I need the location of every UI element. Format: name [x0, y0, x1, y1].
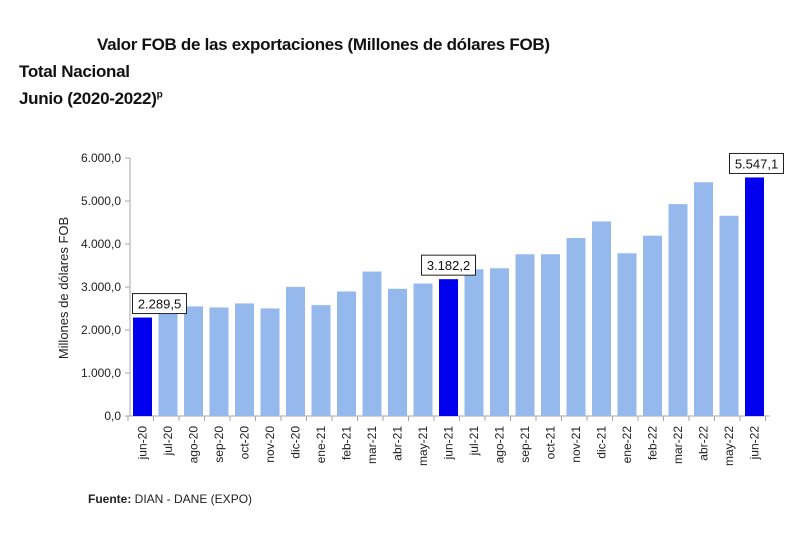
x-tick-label: sep-21 — [518, 426, 532, 463]
x-tick-label: oct-21 — [544, 426, 558, 460]
bar-feb-22 — [643, 235, 662, 416]
data-label-box — [729, 152, 784, 174]
y-tick-label: 4.000,0 — [81, 237, 121, 251]
x-tick-label: may-21 — [416, 426, 430, 466]
x-tick-label: ene-22 — [620, 426, 634, 464]
source-note: Fuente: DIAN - DANE (EXPO) — [88, 492, 252, 506]
y-axis: 0,0 1.000,0 2.000,0 3.000,0 4.000,0 5.000,0 6.… — [81, 151, 131, 423]
x-tick-label: nov-21 — [569, 426, 583, 463]
data-label-text: 5.547,1 — [735, 156, 778, 171]
bar-dic-20 — [286, 286, 305, 416]
period-text: Junio (2020-2022) — [19, 89, 157, 108]
bar-nov-20 — [260, 308, 280, 416]
data-label-box — [421, 254, 476, 276]
x-tick-label: may-22 — [722, 426, 736, 466]
x-tick-label: ago-21 — [493, 426, 507, 464]
x-tick-label: abr-22 — [697, 426, 711, 461]
data-label-jun-22: 5.547,1 — [729, 152, 784, 174]
x-tick-label: mar-22 — [671, 426, 685, 464]
bar-sep-20 — [209, 307, 229, 416]
x-tick-label: dic-21 — [595, 426, 609, 459]
x-tick-label: sep-20 — [212, 426, 226, 463]
bar-ago-21 — [490, 268, 509, 416]
data-label-text: 2.289,5 — [138, 297, 181, 312]
chart-title: Valor FOB de las exportaciones (Millones… — [97, 35, 550, 54]
y-tick-label: 0,0 — [104, 409, 121, 423]
source-label: Fuente: — [88, 492, 132, 506]
bar-jun-21 — [439, 279, 458, 416]
x-tick-label: jun-22 — [748, 426, 762, 461]
x-axis: jun-20 jul-20 ago-20 sep-20 oct-20 nov-20 dic-… — [127, 415, 770, 466]
bar-may-22 — [719, 215, 739, 416]
x-tick-label: jul-20 — [161, 426, 175, 457]
bars — [133, 177, 764, 416]
y-tick-label: 6.000,0 — [81, 151, 121, 165]
x-tick-label: nov-20 — [263, 426, 277, 463]
data-label-text: 3.182,2 — [427, 258, 470, 273]
bar-ene-22 — [617, 253, 637, 416]
x-tick-label: jul-21 — [467, 426, 481, 457]
source-text: DIAN - DANE (EXPO) — [131, 492, 253, 506]
y-tick-label: 5.000,0 — [81, 194, 121, 208]
y-tick-label: 1.000,0 — [81, 366, 121, 380]
x-tick-label: feb-21 — [340, 426, 354, 460]
bar-ago-20 — [184, 306, 203, 416]
y-tick-label: 3.000,0 — [81, 280, 121, 294]
x-tick-label: mar-21 — [365, 426, 379, 464]
bar-abr-21 — [388, 288, 407, 416]
x-tick-label: feb-22 — [646, 426, 660, 460]
data-label-jun-21: 3.182,2 — [421, 254, 476, 276]
x-tick-label: dic-20 — [289, 426, 303, 459]
x-tick-label: oct-20 — [238, 426, 252, 460]
bar-ene-21 — [311, 305, 331, 416]
x-tick-label: jun-21 — [442, 426, 456, 461]
bar-oct-20 — [235, 303, 254, 416]
bar-oct-21 — [541, 254, 560, 416]
bar-dic-21 — [592, 221, 611, 416]
bar-mar-22 — [668, 204, 688, 416]
x-tick-label: abr-21 — [391, 426, 405, 461]
chart-period: Junio (2020-2022)p — [19, 89, 163, 109]
bar-mar-21 — [362, 271, 382, 416]
period-superscript: p — [156, 89, 163, 101]
bar-jul-21 — [464, 269, 484, 416]
bar-nov-21 — [566, 238, 586, 416]
bar-jun-20 — [133, 317, 152, 416]
chart-subtitle: Total Nacional — [19, 62, 130, 81]
data-label-jun-20: 2.289,5 — [132, 293, 187, 315]
bar-abr-22 — [694, 182, 713, 416]
bar-feb-21 — [337, 291, 356, 416]
data-labels: 2.289,5 3.182,2 5.547,1 — [132, 152, 784, 315]
bar-sep-21 — [515, 254, 535, 416]
x-tick-label: ago-20 — [187, 426, 201, 464]
x-tick-label: jun-20 — [136, 426, 150, 461]
bar-may-21 — [413, 283, 433, 416]
y-axis-title: Millones de dólares FOB — [56, 217, 71, 359]
x-tick-label: ene-21 — [314, 426, 328, 464]
bar-jun-22 — [745, 177, 764, 416]
bar-jul-20 — [158, 311, 178, 416]
data-label-box — [132, 293, 187, 315]
y-tick-label: 2.000,0 — [81, 323, 121, 337]
